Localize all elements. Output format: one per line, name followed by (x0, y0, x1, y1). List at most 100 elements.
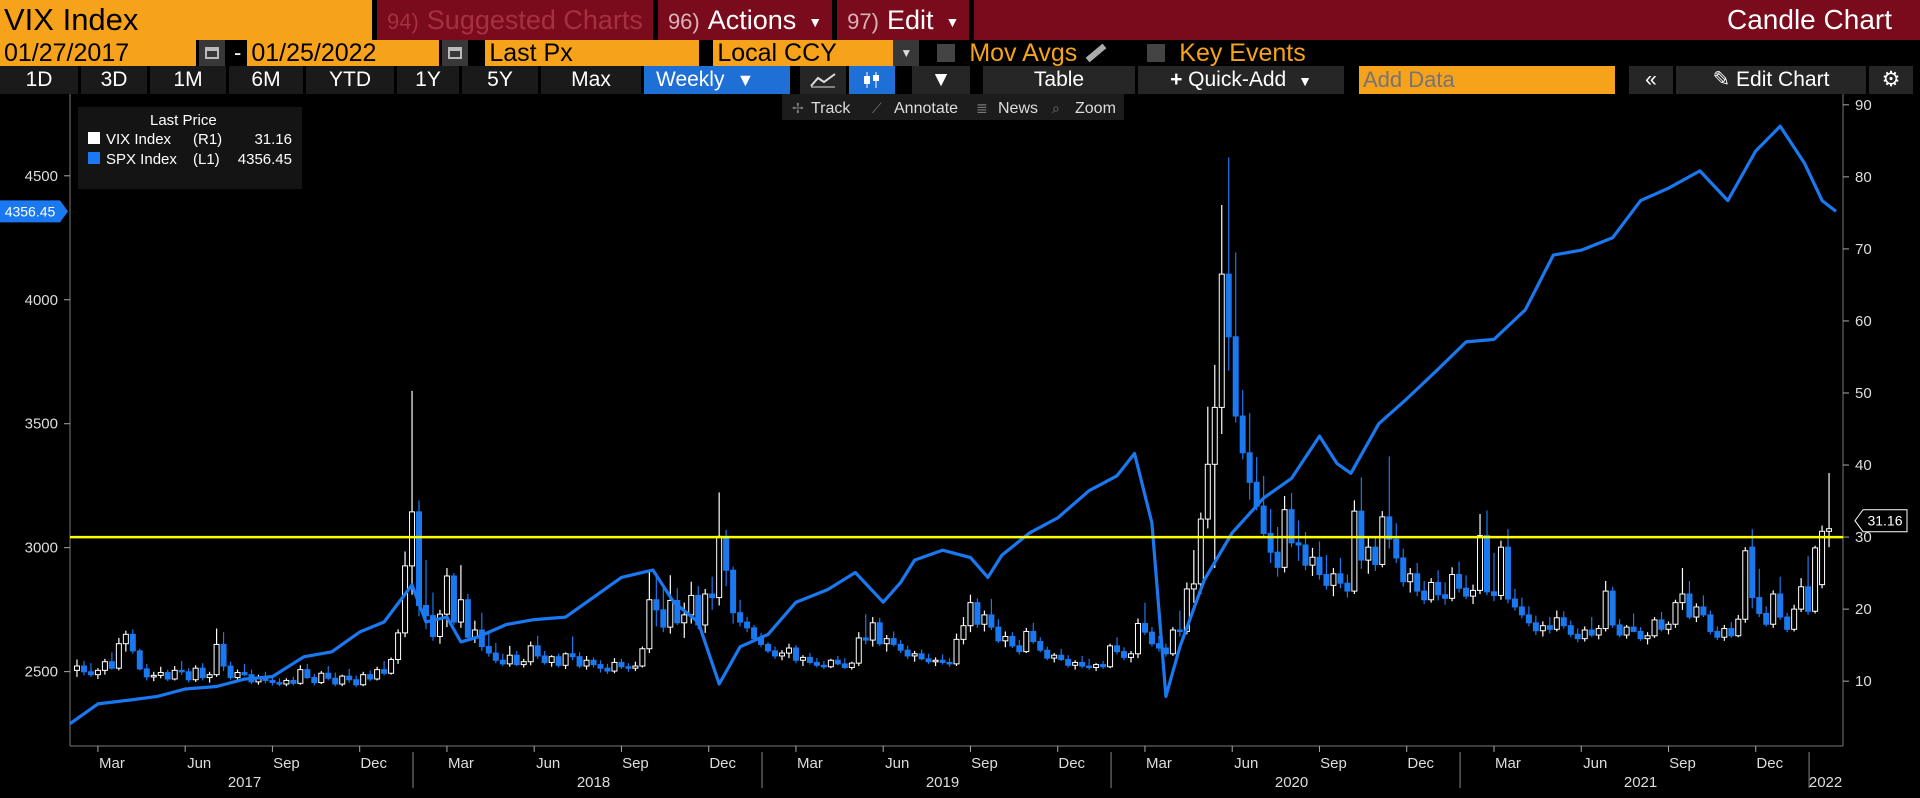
chevron-down-icon[interactable]: ▼ (893, 40, 920, 66)
legend-swatch-vix (88, 132, 100, 144)
vix-candle-body (1679, 593, 1686, 604)
vix-candle-body (1574, 633, 1581, 640)
spx-series-line (69, 124, 1837, 726)
right-axis-tick-label: 80 (1855, 169, 1872, 186)
vix-candle-body (339, 675, 346, 685)
vix-candle-body (1490, 591, 1497, 596)
mov-avgs-toggle[interactable]: Mov Avgs (937, 40, 1107, 66)
suggested-charts-label: Suggested Charts (426, 5, 643, 35)
vix-candle-body (1784, 616, 1791, 630)
suggested-charts-menu[interactable]: 94) Suggested Charts (377, 0, 653, 40)
collapse-icon[interactable]: « (1629, 66, 1673, 94)
period-select[interactable]: Weekly ▼ (644, 66, 790, 94)
vix-candle-body (1295, 542, 1302, 546)
vix-candle-body (932, 659, 939, 663)
news-button[interactable]: News (998, 100, 1038, 117)
chevron-down-icon: ▼ (808, 13, 823, 30)
vix-candle-body (1728, 628, 1735, 637)
vix-candle-body (1421, 590, 1428, 601)
zoom-button[interactable]: Zoom (1075, 100, 1116, 117)
vix-candle-body (115, 643, 122, 669)
range-max-button[interactable]: Max (541, 66, 641, 94)
vix-candle-body (213, 643, 220, 676)
range-5y-button[interactable]: 5Y (462, 66, 538, 94)
calendar-icon[interactable] (442, 40, 469, 66)
gear-icon[interactable]: ⚙ (1869, 66, 1913, 94)
vix-candle-body (311, 677, 318, 684)
vix-candle-body (1121, 651, 1128, 658)
vix-candle-body (1330, 573, 1337, 586)
vix-candle-body (897, 643, 904, 651)
chart-area[interactable]: 2500 3000 3500 4000 4500 10 20 30 40 50 60 70 80 90 Ma… (0, 94, 1920, 793)
vix-candle-body (199, 667, 206, 679)
security-ticker[interactable]: VIX Index (0, 0, 372, 40)
range-1y-button[interactable]: 1Y (397, 66, 459, 94)
key-events-toggle[interactable]: Key Events (1147, 40, 1306, 66)
candle-chart[interactable]: 2500 3000 3500 4000 4500 10 20 30 40 50 60 70 80 90 Ma… (0, 94, 1920, 793)
add-data-input[interactable] (1359, 66, 1615, 94)
range-1m-button[interactable]: 1M (150, 66, 226, 94)
vix-candle-body (353, 679, 360, 686)
vix-candle-body (1595, 628, 1602, 636)
edit-menu[interactable]: 97) Edit ▼ (837, 0, 970, 40)
range-6m-button[interactable]: 6M (229, 66, 303, 94)
range-1d-button[interactable]: 1D (0, 66, 78, 94)
table-button[interactable]: Table (983, 66, 1135, 94)
x-axis-month-label: Jun (885, 755, 909, 772)
range-ytd-button[interactable]: YTD (306, 66, 394, 94)
actions-menu[interactable]: 96) Actions ▼ (657, 0, 833, 40)
legend-spx-name: SPX Index (106, 151, 177, 168)
left-axis-tick-label: 3000 (25, 540, 58, 557)
right-axis-tick-label: 40 (1855, 457, 1872, 474)
x-axis-month-label: Jun (1234, 755, 1258, 772)
vix-candle-body (1288, 509, 1295, 544)
vix-candle-body (1477, 535, 1484, 591)
quick-add-button[interactable]: + Quick-Add ▼ (1138, 66, 1344, 94)
pencil-icon (1085, 43, 1107, 63)
settings-bar: 01/27/2017 - 01/25/2022 Last Px Local CC… (0, 40, 1920, 66)
end-date-field[interactable]: 01/25/2022 (247, 40, 440, 66)
vix-candle-body (346, 675, 353, 681)
vix-candle-body (1553, 617, 1560, 630)
line-chart-icon[interactable] (800, 66, 846, 94)
candlestick-icon[interactable] (849, 66, 895, 94)
vix-candle-body (450, 575, 457, 623)
x-axis-month-label: Mar (1495, 755, 1521, 772)
vix-candle-body (548, 656, 555, 663)
vix-candle-body (625, 666, 632, 669)
vix-candle-body (1114, 645, 1121, 653)
vix-candle-body (297, 669, 304, 684)
vix-candle-body (744, 621, 751, 629)
chevron-down-icon[interactable]: ▼ (912, 66, 970, 94)
vix-candle-body (974, 602, 981, 625)
vix-candle-body (1316, 556, 1323, 576)
annotate-button[interactable]: Annotate (894, 100, 958, 117)
period-label: Weekly (656, 68, 725, 91)
vix-candle-body (1176, 629, 1183, 633)
edit-chart-button[interactable]: ✎ Edit Chart (1676, 66, 1866, 94)
vix-candle-body (527, 645, 534, 663)
vix-candle-body (1386, 516, 1393, 540)
vix-candle-body (422, 605, 429, 617)
vix-candle-body (737, 612, 744, 623)
right-axis-tick-label: 90 (1855, 97, 1872, 114)
track-button[interactable]: Track (811, 100, 851, 117)
vix-candle-body (646, 599, 653, 650)
range-3d-button[interactable]: 3D (81, 66, 147, 94)
vix-candle-body (1791, 608, 1798, 630)
checkbox-icon (937, 44, 956, 62)
vix-candle-body (1819, 530, 1826, 586)
vix-candle-body (1532, 622, 1539, 632)
vix-candle-body (723, 535, 730, 571)
vix-last-price-label: 31.16 (1867, 513, 1902, 529)
x-axis-month-label: Sep (622, 755, 649, 772)
vix-candle-body (869, 622, 876, 641)
vix-candle-body (1449, 574, 1456, 599)
currency-select[interactable]: Local CCY (713, 40, 894, 66)
vix-candle-body (485, 646, 492, 654)
calendar-icon[interactable] (199, 40, 225, 66)
price-field-select[interactable]: Last Px (485, 40, 700, 66)
start-date-field[interactable]: 01/27/2017 (0, 40, 196, 66)
legend-spx-axis: (L1) (193, 151, 220, 168)
suggested-charts-number: 94) (387, 9, 419, 34)
